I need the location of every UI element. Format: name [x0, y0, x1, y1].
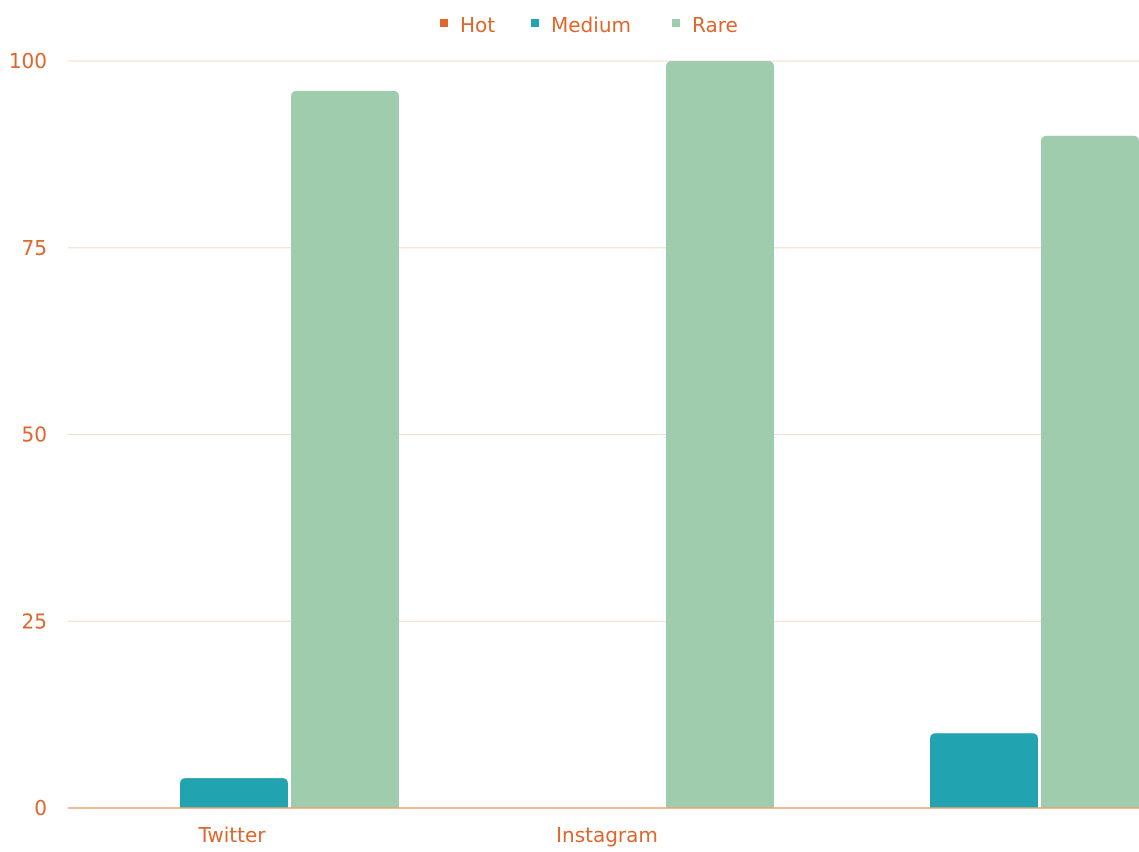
bar-rare-twitter — [291, 90, 399, 808]
y-tick-label: 50 — [22, 423, 47, 447]
bar-medium-group-3 — [930, 733, 1038, 808]
legend-swatch-medium — [531, 19, 539, 27]
bar-rare-instagram — [666, 61, 774, 808]
legend-label-hot: Hot — [460, 13, 495, 37]
legend-swatch-hot — [440, 19, 448, 27]
bars — [180, 61, 1139, 808]
legend-swatch-rare — [672, 19, 680, 27]
x-tick-label: Instagram — [556, 823, 658, 847]
y-axis-ticks: 0 25 50 75 100 — [9, 49, 47, 820]
legend-label-rare: Rare — [692, 13, 738, 37]
legend: Hot Medium Rare — [440, 13, 738, 37]
y-tick-label: 25 — [22, 609, 47, 633]
y-tick-label: 100 — [9, 49, 47, 73]
bar-rare-group-3 — [1041, 135, 1139, 808]
legend-label-medium: Medium — [551, 13, 631, 37]
gridlines — [68, 60, 1139, 622]
x-axis-ticks: Twitter Instagram — [197, 823, 657, 847]
y-tick-label: 0 — [34, 796, 47, 820]
y-tick-label: 75 — [22, 236, 47, 260]
bar-medium-twitter — [180, 778, 288, 808]
x-tick-label: Twitter — [197, 823, 266, 847]
